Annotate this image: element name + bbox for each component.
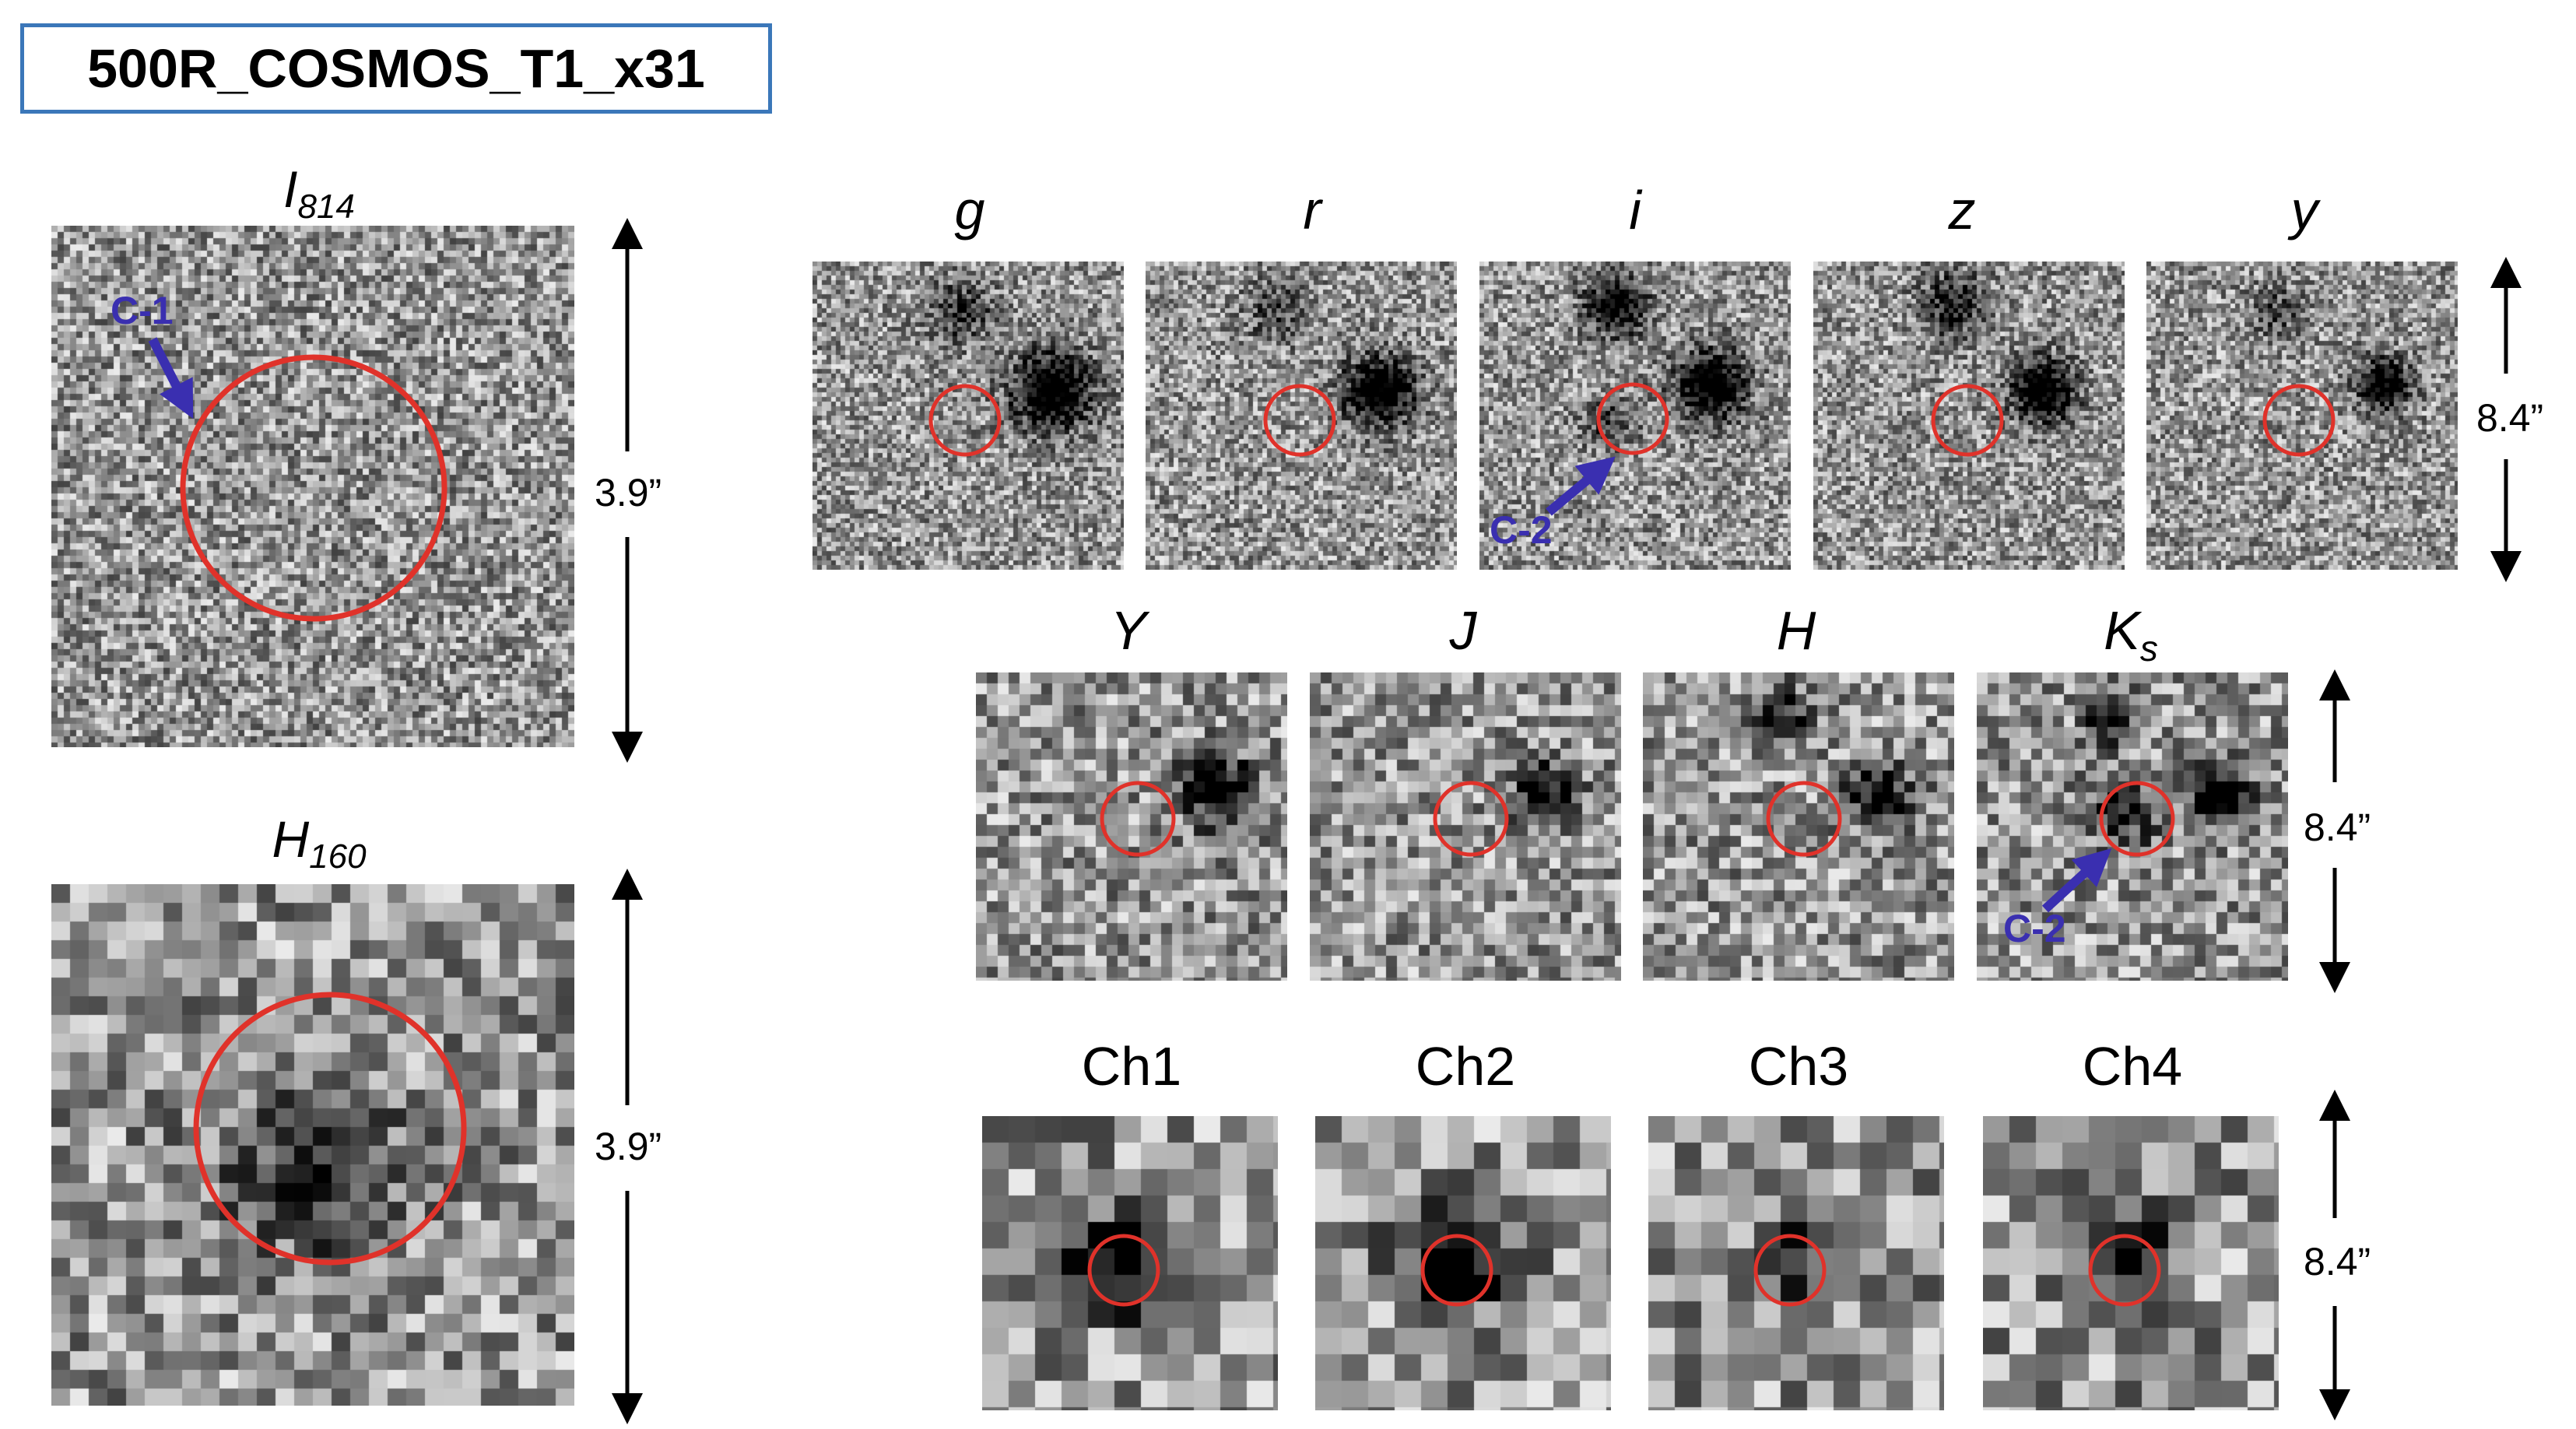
marker-label-c2-ks: C-2: [2003, 907, 2066, 950]
label-ch1: Ch1: [1081, 1036, 1182, 1097]
aperture-circle-z: [1931, 384, 2004, 457]
stamp-y: [2146, 262, 2458, 570]
label-y: y: [2290, 180, 2318, 241]
label-z: z: [1948, 180, 1976, 241]
label-ch2: Ch2: [1415, 1036, 1516, 1097]
stamp-Y: [976, 672, 1287, 981]
label-Ks: Ks: [2104, 600, 2158, 669]
stamp-ch1: [982, 1116, 1278, 1410]
aperture-circle-y: [2262, 384, 2336, 457]
label-g: g: [954, 180, 985, 241]
aperture-circle-Ks: [2099, 781, 2175, 857]
scale-label-row2: 8.4”: [2304, 806, 2371, 849]
stamp-g: [812, 262, 1124, 570]
scale-label-row3: 8.4”: [2304, 1240, 2371, 1283]
scale-label-row1: 8.4”: [2476, 396, 2544, 440]
marker-label-c1: C-1: [111, 289, 174, 332]
aperture-circle-i: [1596, 382, 1669, 455]
aperture-circle-H: [1766, 781, 1842, 857]
stamp-ch2: [1315, 1116, 1611, 1410]
aperture-circle-g: [928, 384, 1002, 457]
stamp-ch4: [1983, 1116, 2279, 1410]
stamp-i814: [51, 226, 574, 747]
stamp-h160: [51, 884, 574, 1406]
stamp-ch3: [1648, 1116, 1944, 1410]
aperture-circle-ch1: [1087, 1234, 1160, 1307]
label-h160: H160: [272, 810, 367, 876]
stamp-i: [1479, 262, 1791, 570]
aperture-circle-ch4: [2088, 1234, 2161, 1307]
arrow-c1: [148, 337, 194, 420]
stamp-H: [1643, 672, 1954, 981]
stamp-Ks: [1977, 672, 2288, 981]
stamp-r: [1146, 262, 1457, 570]
aperture-circle-J: [1433, 781, 1509, 857]
aperture-circle-Y: [1100, 781, 1176, 857]
label-r: r: [1303, 180, 1321, 241]
arrow-c2-i: [1546, 456, 1616, 516]
aperture-circle-i814: [180, 354, 447, 622]
arrow-c2-ks: [2041, 848, 2112, 913]
label-H: H: [1776, 600, 1816, 661]
figure-title: 500R_COSMOS_T1_x31: [20, 23, 772, 114]
aperture-circle-h160: [193, 992, 467, 1266]
label-i814: I814: [283, 160, 355, 226]
stamp-J: [1310, 672, 1621, 981]
label-J: J: [1449, 600, 1477, 661]
label-ch3: Ch3: [1748, 1036, 1849, 1097]
aperture-circle-ch3: [1753, 1234, 1827, 1307]
aperture-circle-r: [1263, 384, 1336, 457]
marker-label-c2-i: C-2: [1490, 508, 1553, 552]
label-Y: Y: [1110, 600, 1147, 661]
stamp-z: [1813, 262, 2125, 570]
scale-label-h160: 3.9”: [595, 1125, 662, 1168]
aperture-circle-ch2: [1420, 1234, 1493, 1307]
scale-label-i814: 3.9”: [595, 471, 662, 514]
label-i: i: [1629, 180, 1641, 241]
label-ch4: Ch4: [2082, 1036, 2183, 1097]
